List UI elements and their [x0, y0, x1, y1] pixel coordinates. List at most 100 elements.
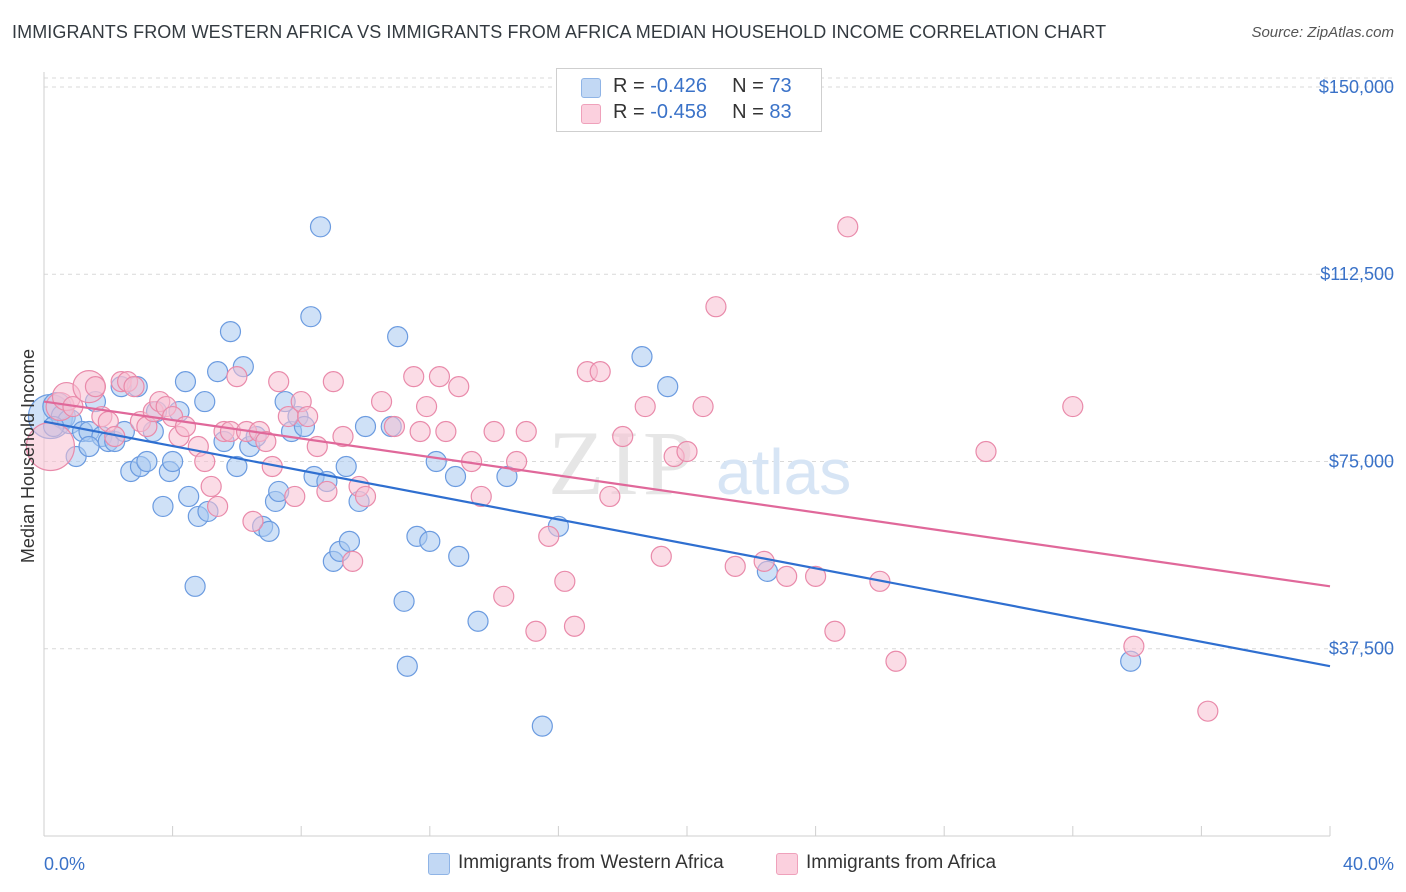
data-point	[268, 370, 290, 393]
trend-lines	[43, 400, 1331, 668]
y-tick-label: $150,000	[1319, 77, 1394, 97]
data-point	[354, 415, 377, 438]
data-point	[448, 375, 470, 398]
data-point	[219, 321, 242, 343]
data-point	[387, 326, 409, 348]
data-point	[435, 420, 457, 443]
data-point	[415, 395, 438, 418]
legend: R = -0.426 N = 73 R = -0.458 N = 83	[556, 68, 822, 132]
data-point	[123, 375, 145, 398]
data-point	[448, 545, 470, 567]
data-point	[226, 366, 248, 388]
data-point	[612, 425, 634, 448]
data-point	[393, 590, 415, 612]
data-point	[885, 650, 907, 672]
data-point	[322, 370, 344, 393]
data-point	[396, 655, 418, 677]
data-point	[631, 346, 653, 368]
data-point	[525, 620, 547, 642]
data-point	[657, 375, 679, 398]
data-point	[650, 545, 672, 567]
data-point	[506, 450, 528, 473]
data-point	[152, 495, 174, 518]
data-point	[444, 465, 467, 488]
data-point	[467, 610, 489, 632]
x-tick-label: 40.0%	[1343, 854, 1394, 874]
data-point	[174, 370, 197, 393]
trend-line	[43, 400, 1331, 588]
series-africa	[25, 216, 1219, 722]
data-point	[284, 485, 306, 508]
chart-title: IMMIGRANTS FROM WESTERN AFRICA VS IMMIGR…	[12, 22, 1107, 42]
data-point	[538, 525, 560, 547]
data-point	[226, 455, 248, 478]
data-point	[428, 366, 451, 388]
data-point	[1062, 395, 1084, 418]
bottom-legend-label-pink: Immigrants from Africa	[806, 852, 997, 873]
legend-r-value: -0.458	[650, 101, 707, 123]
data-point	[338, 530, 361, 552]
data-point	[403, 366, 425, 388]
legend-n-label: N =	[732, 75, 770, 97]
watermark: ZIP atlas	[548, 412, 851, 514]
data-point	[1197, 700, 1219, 722]
data-point	[184, 575, 206, 597]
data-point	[470, 485, 492, 508]
data-point	[207, 361, 229, 383]
data-point	[300, 306, 322, 328]
y-axis-title: Median Household Income	[18, 349, 38, 563]
chart-source: Source: ZipAtlas.com	[1251, 24, 1394, 41]
data-point	[207, 495, 229, 518]
data-point	[676, 440, 698, 463]
legend-r-label: R =	[613, 75, 651, 97]
legend-r-value: -0.426	[650, 75, 707, 97]
data-point	[776, 565, 798, 587]
data-point	[515, 420, 537, 443]
data-point	[496, 465, 518, 488]
data-point	[599, 485, 621, 508]
data-point	[554, 570, 576, 592]
data-point	[634, 395, 656, 418]
data-point	[563, 615, 586, 637]
data-point	[200, 475, 222, 498]
data-point	[194, 390, 216, 413]
legend-n-value: 73	[769, 75, 792, 97]
data-point	[804, 565, 827, 587]
data-point	[753, 550, 775, 572]
legend-r-label: R =	[613, 101, 651, 123]
data-point	[332, 425, 354, 448]
legend-swatch-blue	[581, 78, 601, 98]
data-point	[493, 585, 515, 607]
legend-swatch-pink	[581, 104, 601, 124]
data-point	[335, 455, 357, 478]
trend-line	[43, 420, 1331, 668]
data-point	[383, 415, 406, 438]
y-tick-label: $75,000	[1329, 451, 1394, 471]
data-point	[342, 550, 364, 572]
data-point	[255, 430, 277, 453]
data-point	[242, 510, 264, 533]
data-point	[724, 555, 746, 577]
data-point	[162, 450, 184, 473]
data-point	[370, 390, 393, 413]
data-point	[84, 375, 107, 398]
data-point	[316, 480, 338, 503]
data-point	[409, 420, 431, 443]
data-point	[589, 361, 611, 383]
legend-n-value: 83	[769, 101, 792, 123]
bottom-legend-swatch-blue	[428, 853, 450, 875]
data-point	[78, 435, 100, 458]
data-point	[975, 440, 997, 463]
legend-n-label: N =	[732, 101, 770, 123]
data-point	[309, 216, 332, 238]
data-point	[531, 715, 553, 737]
data-point	[837, 216, 859, 238]
x-tick-label: 0.0%	[44, 854, 85, 874]
data-point	[354, 485, 377, 508]
data-point	[258, 520, 280, 542]
y-tick-label: $112,500	[1320, 264, 1394, 284]
watermark-atlas: atlas	[716, 436, 851, 508]
tick-labels: $37,500 $75,000 $112,500 $150,000 0.0% 40.0%	[44, 77, 1394, 874]
data-point	[419, 530, 441, 552]
